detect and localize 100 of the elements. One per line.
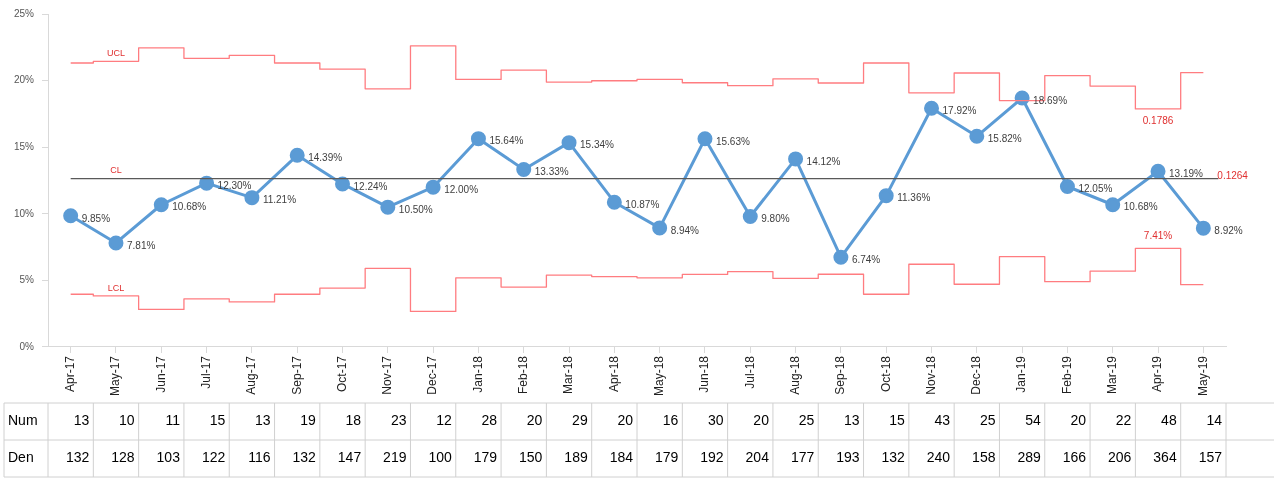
annotation: 0.1264 [1217,170,1249,182]
data-label: 12.24% [353,180,388,192]
x-tick-label: Dec-18 [969,355,984,395]
x-tick-label: Apr-19 [1150,355,1165,393]
data-label: 14.39% [308,152,343,164]
point [1059,178,1075,194]
text: 13 [73,412,90,429]
point [833,249,849,265]
point [108,235,124,251]
text: 12 [436,412,452,429]
annotation: 7.41% [1143,230,1173,242]
point [924,100,939,116]
data-label: 12.30% [217,179,252,191]
x-tick-label: Jul-17 [198,355,213,389]
x-tick-label: Jan-18 [470,355,485,393]
text: 29 [572,412,588,429]
data-label: 10.68% [172,201,207,213]
text: 13 [843,412,860,429]
point [652,220,668,236]
text: 128 [111,449,135,466]
text: 157 [1198,449,1223,466]
x-tick-label: May-19 [1195,355,1210,396]
point [606,194,622,210]
data-label: 15.63% [715,135,750,147]
point [63,208,79,224]
series-label: UCL [106,48,125,59]
x-tick-label: Apr-18 [606,355,621,393]
text: 240 [926,449,951,466]
data-label: 15.82% [987,133,1022,145]
text: 10 [119,412,135,429]
text: 20 [526,412,543,429]
data-label: 15.34% [580,139,615,151]
text: 158 [972,449,996,466]
text: 132 [65,449,90,466]
x-tick-label: Sep-18 [833,355,848,395]
text: 28 [481,412,498,429]
text: 15 [209,412,226,429]
x-tick-label: Feb-18 [516,355,531,395]
text: 184 [609,449,634,466]
text: 147 [337,449,362,466]
text: 54 [1025,412,1041,429]
text: 13 [254,412,271,429]
text: 20 [1070,412,1087,429]
data-label: 8.94% [670,224,700,236]
point [878,188,894,204]
text: 189 [564,449,588,466]
x-tick-label: Aug-18 [787,355,802,395]
text: 206 [1108,449,1132,466]
text: 179 [654,449,679,466]
data-label: 10.50% [398,203,433,215]
text: 15 [889,412,906,429]
text: 16 [662,412,679,429]
text: 219 [383,449,407,466]
y-tick-label: 20% [14,74,35,86]
data-label: 9.85% [81,212,111,224]
text: 43 [934,412,951,429]
annotation: 0.1786 [1142,114,1174,126]
data-label: 15.64% [489,135,524,147]
point [697,131,713,147]
text: 20 [617,412,634,429]
x-tick-label: Aug-17 [244,355,259,395]
text: Num [8,412,38,429]
x-tick-label: Oct-18 [878,355,893,392]
data-label: 10.87% [625,198,660,210]
text: 132 [292,449,317,466]
text: 364 [1153,449,1177,466]
text: 204 [745,449,770,466]
x-tick-label: Jun-18 [697,355,712,393]
point [969,128,985,144]
point [470,131,486,147]
text: Den [8,449,34,466]
x-tick-label: Dec-17 [425,355,440,395]
x-tick-label: Apr-17 [62,355,77,393]
text: 150 [519,449,543,466]
point [561,135,577,151]
y-tick-label: 10% [14,207,35,219]
point [1105,197,1121,213]
y-tick-label: 15% [14,140,35,152]
data-label: 17.92% [942,105,977,117]
x-tick-label: Jun-17 [153,355,168,393]
point [1195,220,1211,236]
x-tick-label: Jan-19 [1014,355,1029,393]
text: 48 [1161,412,1177,429]
text: 179 [473,449,498,466]
x-tick-label: Nov-18 [923,355,938,395]
text: 19 [300,412,317,429]
data-label: 11.21% [262,194,297,206]
data-label: 12.05% [1078,183,1113,195]
text: 132 [881,449,906,466]
data-label: 7.81% [126,239,156,251]
point [335,176,351,192]
text: 100 [428,449,452,466]
y-tick-label: 0% [19,340,35,352]
point [788,151,804,167]
text: 166 [1062,449,1087,466]
text: 103 [156,449,181,466]
point [742,208,758,224]
text: 193 [836,449,860,466]
data-label: 11.36% [897,192,931,204]
x-tick-label: Sep-17 [289,355,304,395]
